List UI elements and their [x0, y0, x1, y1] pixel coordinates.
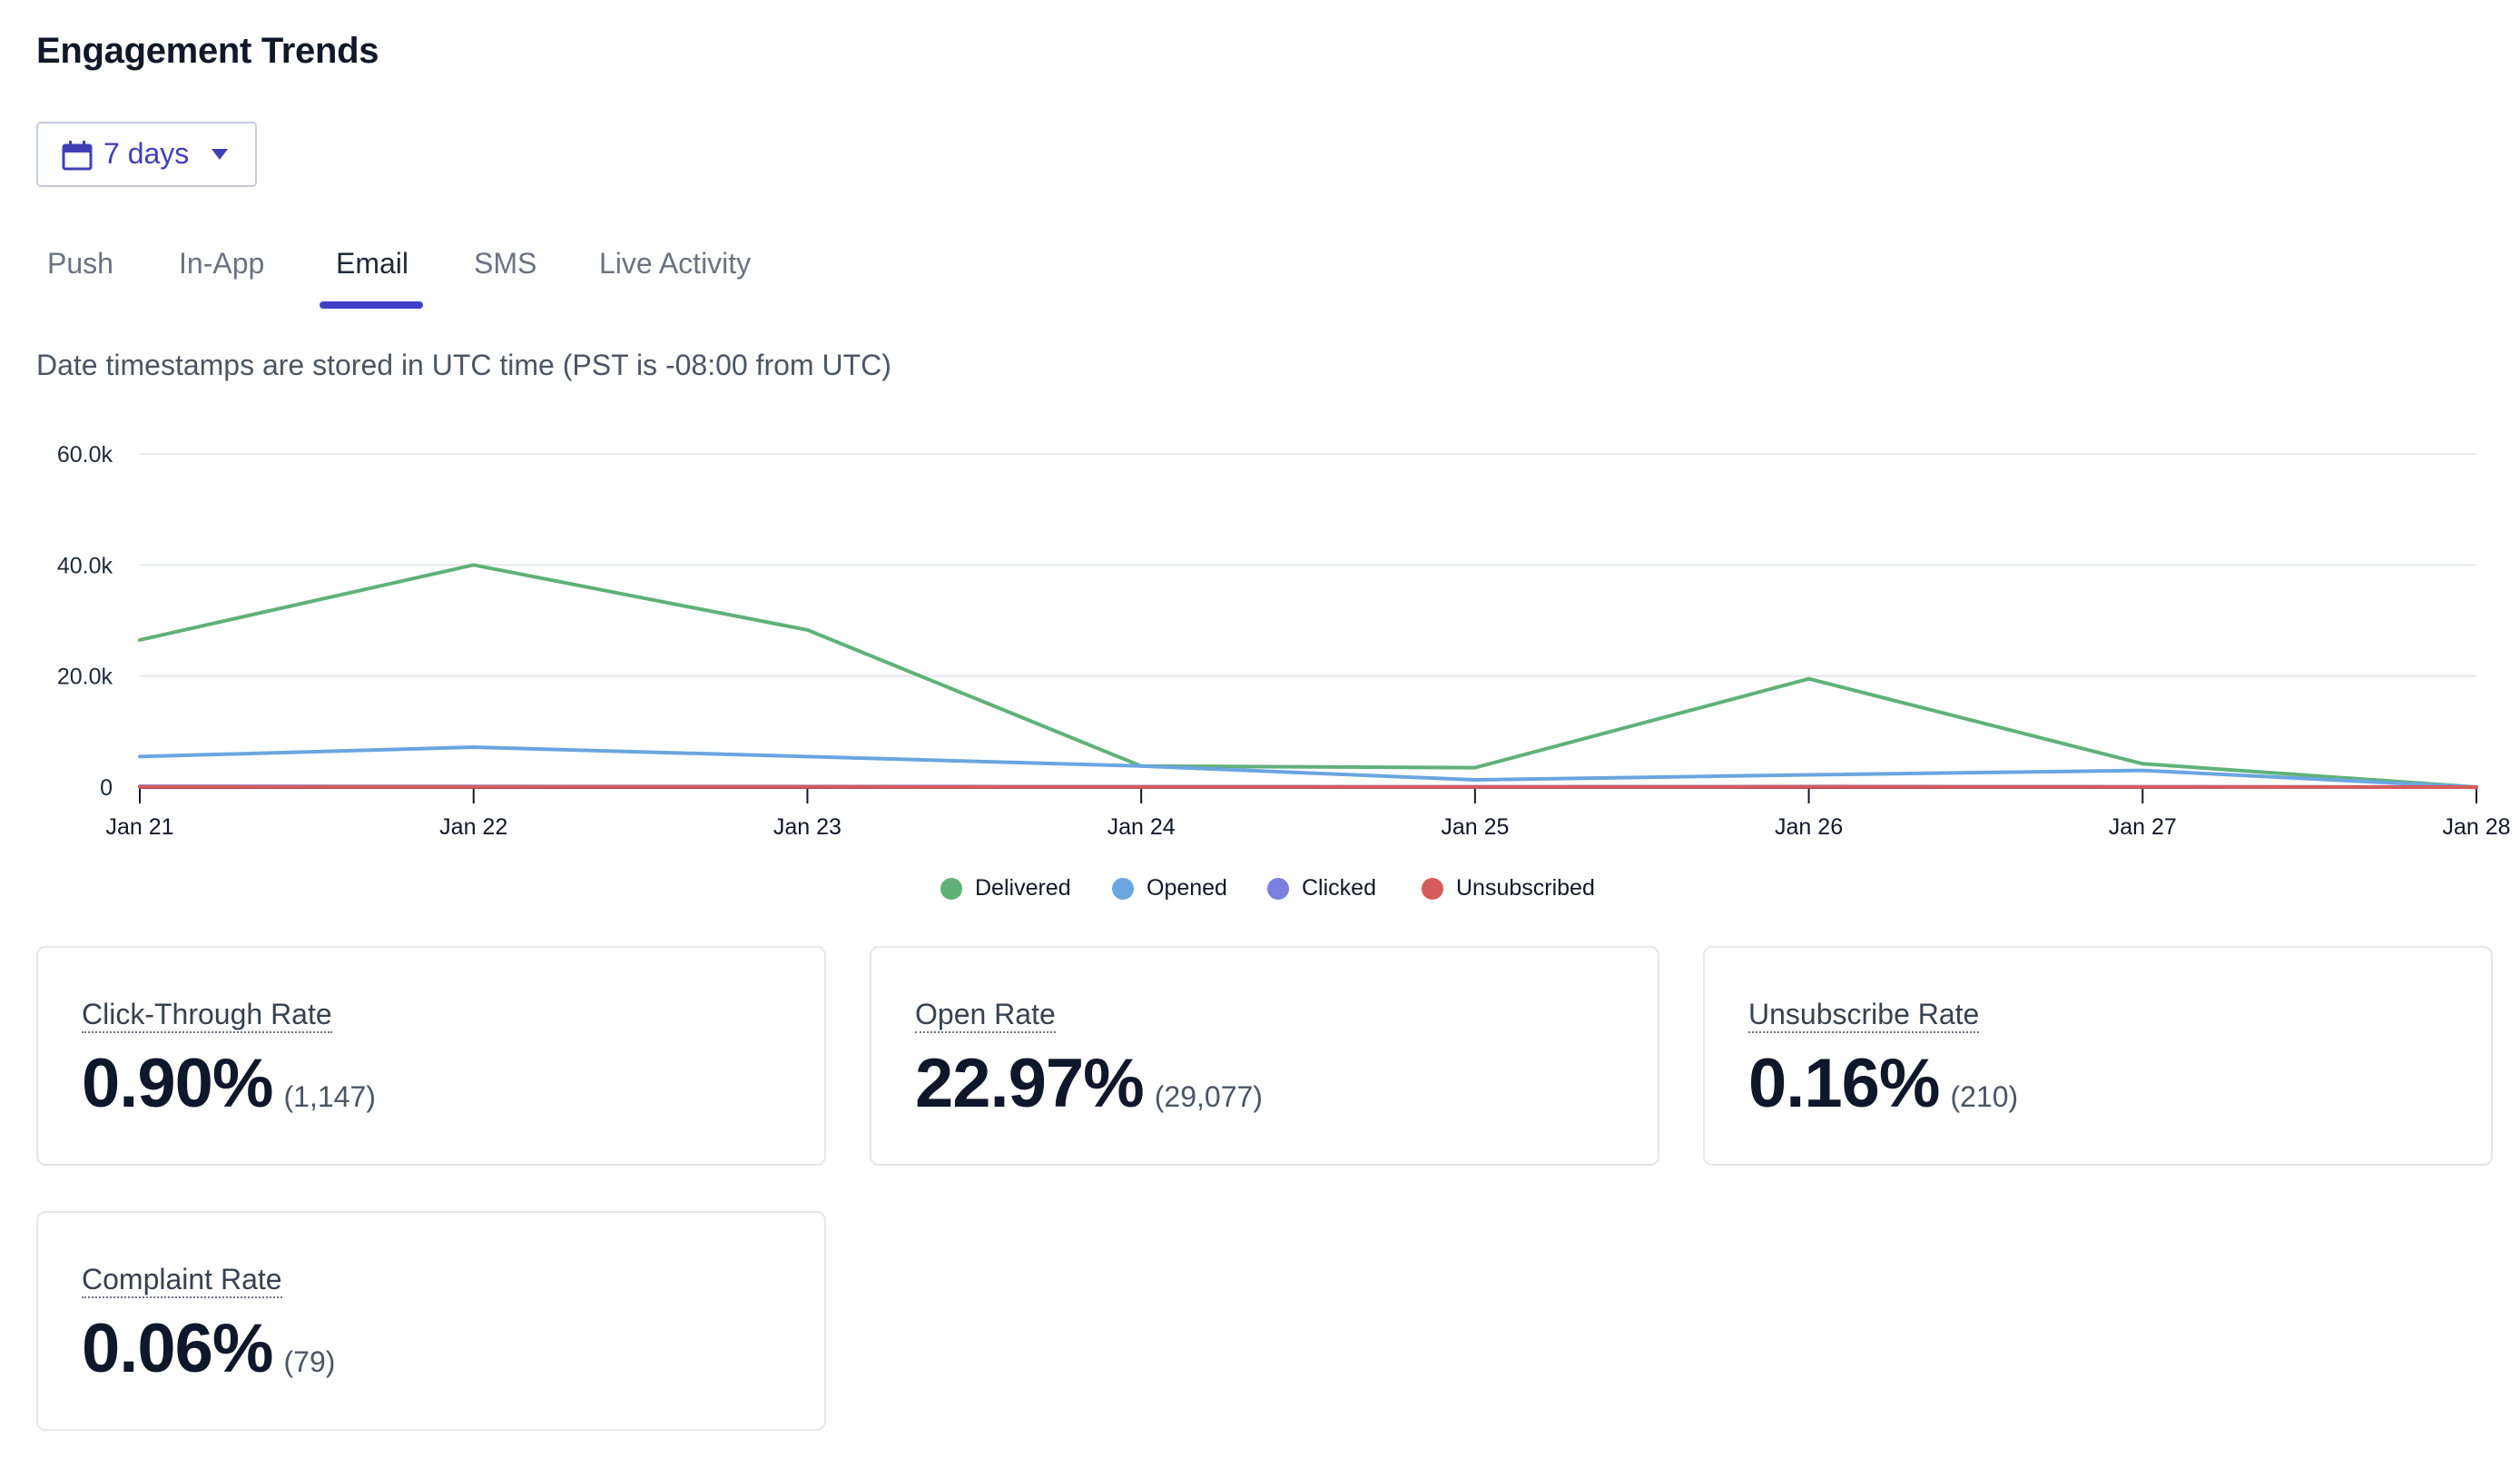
x-tick-label: Jan 27: [2109, 814, 2177, 840]
legend-label: Delivered: [975, 875, 1071, 901]
stat-card-open-rate: Open Rate 22.97% (29,077): [870, 946, 1659, 1166]
stat-title[interactable]: Click-Through Rate: [82, 997, 332, 1033]
timezone-note: Date timestamps are stored in UTC time (…: [36, 349, 891, 381]
stat-value-row: 22.97% (29,077): [915, 1044, 1263, 1123]
stat-title[interactable]: Complaint Rate: [82, 1262, 282, 1298]
date-range-label: 7 days: [103, 137, 190, 170]
x-tick-label: Jan 26: [1775, 814, 1843, 840]
caret-down-icon: [212, 149, 228, 160]
x-tick-label: Jan 23: [773, 814, 842, 840]
date-range-dropdown[interactable]: 7 days: [36, 122, 257, 187]
stat-card-unsubscribe-rate: Unsubscribe Rate 0.16% (210): [1703, 946, 2493, 1166]
legend-dot-icon: [1422, 877, 1443, 900]
stat-title[interactable]: Unsubscribe Rate: [1748, 997, 1980, 1033]
stat-card-complaint-rate: Complaint Rate 0.06% (79): [36, 1211, 826, 1431]
calendar-icon: [62, 141, 93, 171]
x-tick-label: Jan 22: [439, 814, 507, 840]
stat-title[interactable]: Open Rate: [915, 997, 1056, 1033]
active-tab-indicator: [320, 301, 423, 309]
legend-item-delivered[interactable]: Delivered: [940, 875, 1071, 901]
legend-dot-icon: [1267, 877, 1289, 900]
y-tick-label: 60.0k: [57, 442, 113, 468]
legend-item-clicked[interactable]: Clicked: [1267, 875, 1376, 901]
y-tick-label: 20.0k: [57, 665, 113, 690]
engagement-line-chart: 0 20.0k 40.0k 60.0k Jan 21 Jan 22 Jan 23 Jan 2…: [57, 442, 2511, 840]
stat-percentage: 0.90%: [82, 1045, 273, 1122]
stat-count: (29,077): [1154, 1080, 1263, 1113]
stat-percentage: 0.06%: [82, 1310, 273, 1387]
stat-value-row: 0.16% (210): [1748, 1044, 2018, 1123]
stat-card-click-through-rate: Click-Through Rate 0.90% (1,147): [36, 946, 826, 1166]
y-tick-label: 0: [100, 775, 113, 801]
stat-percentage: 22.97%: [915, 1045, 1145, 1122]
legend-item-unsubscribed[interactable]: Unsubscribed: [1422, 875, 1595, 901]
x-tick-label: Jan 21: [105, 814, 173, 840]
legend-dot-icon: [940, 877, 962, 900]
legend-label: Clicked: [1302, 875, 1376, 901]
x-tick-label: Jan 24: [1107, 814, 1176, 840]
legend-item-opened[interactable]: Opened: [1112, 875, 1227, 901]
legend-label: Opened: [1147, 875, 1227, 901]
legend-label: Unsubscribed: [1456, 875, 1595, 901]
series-line-opened: [138, 745, 2478, 789]
legend-dot-icon: [1112, 877, 1134, 900]
tab-live-activity[interactable]: Live Activity: [599, 247, 752, 280]
tab-email[interactable]: Email: [336, 247, 409, 280]
stat-count: (79): [283, 1345, 336, 1378]
y-tick-label: 40.0k: [57, 553, 113, 578]
page-title: Engagement Trends: [36, 31, 379, 71]
x-tick-label: Jan 25: [1441, 814, 1509, 840]
channel-tabs: Push In-App Email SMS Live Activity: [36, 241, 853, 314]
series-line-delivered: [138, 563, 2478, 789]
stat-value-row: 0.06% (79): [82, 1309, 335, 1388]
x-tick-label: Jan 28: [2442, 814, 2510, 840]
tab-in-app[interactable]: In-App: [179, 247, 265, 280]
tab-sms[interactable]: SMS: [474, 247, 537, 280]
tab-push[interactable]: Push: [47, 247, 113, 280]
stat-count: (1,147): [283, 1080, 376, 1113]
stat-value-row: 0.90% (1,147): [82, 1044, 376, 1123]
stat-count: (210): [1950, 1080, 2019, 1113]
stat-percentage: 0.16%: [1748, 1045, 1940, 1122]
